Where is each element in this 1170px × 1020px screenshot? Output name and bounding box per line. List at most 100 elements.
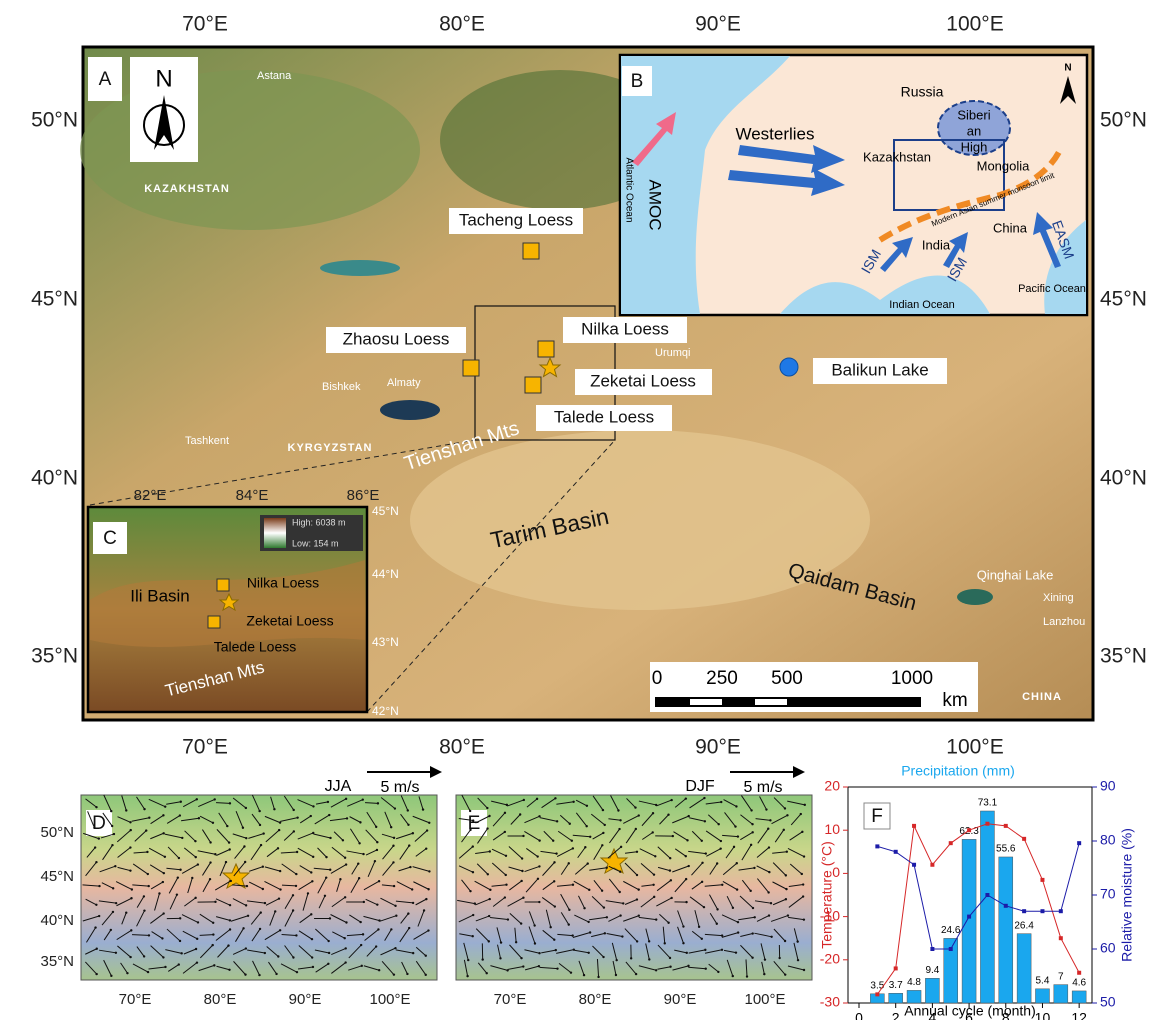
wind-head <box>98 915 100 917</box>
wind-head <box>568 909 570 911</box>
wind-head <box>329 917 331 919</box>
wind-head <box>638 814 640 816</box>
wind-head <box>732 975 734 977</box>
bar <box>980 811 994 1003</box>
lon-label: 90°E <box>695 13 741 36</box>
site-marker <box>463 360 479 376</box>
wind-head <box>162 814 164 816</box>
wind-head <box>112 887 114 889</box>
wind-head <box>537 878 539 880</box>
wind-head <box>228 969 230 971</box>
ocean-label: Pacific Ocean <box>1018 283 1086 295</box>
wind-head <box>589 836 591 838</box>
wind-head <box>324 895 326 897</box>
wind-head <box>472 845 474 847</box>
wind-head <box>377 928 379 930</box>
wind-head <box>555 852 557 854</box>
wind-head <box>344 961 346 963</box>
wind-head <box>262 865 264 867</box>
wind-head <box>273 808 275 810</box>
lon-label: 90°E <box>289 991 322 1008</box>
wind-head <box>310 913 312 915</box>
point <box>1077 971 1081 975</box>
wind-head <box>164 805 166 807</box>
lake <box>957 589 993 605</box>
lat-label: 43°N <box>372 635 399 649</box>
point <box>1022 909 1026 913</box>
wind-head <box>630 957 632 959</box>
wind-head <box>260 911 262 913</box>
lat-label: 45°N <box>372 504 399 518</box>
wind-head <box>111 825 113 827</box>
scale-tick: 250 <box>706 668 738 689</box>
wind-head <box>145 829 147 831</box>
wind-head <box>407 809 409 811</box>
wind-head <box>767 827 769 829</box>
wind-head <box>556 967 558 969</box>
wind-head <box>427 929 429 931</box>
x-tick-label: 12 <box>1071 1010 1087 1020</box>
wind-head <box>244 861 246 863</box>
x-tick-label: 4 <box>928 1010 936 1020</box>
wind-head <box>704 949 706 951</box>
region-label: Ili Basin <box>130 586 190 605</box>
wind-head <box>648 940 650 942</box>
data-label: 73.1 <box>978 798 998 809</box>
wind-head <box>619 891 621 893</box>
point <box>912 863 916 867</box>
x-tick-label: 8 <box>1002 1010 1010 1020</box>
legend-label: Low: 154 m <box>292 538 339 548</box>
y2-tick-label: 70 <box>1100 886 1116 902</box>
wind-head <box>504 896 506 898</box>
wind-head <box>763 973 765 975</box>
wind-head <box>520 880 522 882</box>
wind-head <box>472 914 474 916</box>
bar <box>1017 934 1031 1003</box>
wind-head <box>229 904 231 906</box>
wind-head <box>95 806 97 808</box>
wind-head <box>328 814 330 816</box>
wind-head <box>426 829 428 831</box>
country: KYRGYZSTAN <box>288 442 373 454</box>
wind-head <box>345 921 347 923</box>
wind-head <box>488 815 490 817</box>
bar <box>907 990 921 1003</box>
wind-head <box>129 956 131 958</box>
wind-head <box>536 855 538 857</box>
y2-tick-label: 60 <box>1100 940 1116 956</box>
wind-head <box>664 942 666 944</box>
wind-head <box>538 865 540 867</box>
wind-head <box>390 826 392 828</box>
wind-head <box>180 801 182 803</box>
wind-head <box>242 827 244 829</box>
wind-head <box>606 916 608 918</box>
wind-head <box>601 889 603 891</box>
wind-head <box>672 835 674 837</box>
wind-head <box>246 885 248 887</box>
wind-head <box>262 888 264 890</box>
point <box>1004 904 1008 908</box>
data-label: 26.4 <box>1014 920 1034 931</box>
wind-head <box>212 933 214 935</box>
point <box>894 850 898 854</box>
wind-head <box>126 972 128 974</box>
lake <box>380 400 440 420</box>
wind-head <box>111 844 113 846</box>
wind-head <box>521 870 523 872</box>
wind-head <box>259 824 261 826</box>
wind-head <box>406 973 408 975</box>
wind-head <box>243 845 245 847</box>
wind-head <box>358 877 360 879</box>
site-label: Balikun Lake <box>831 360 928 379</box>
wind-head <box>359 821 361 823</box>
wind-head <box>796 940 798 942</box>
wind-head <box>408 844 410 846</box>
wind-head <box>615 974 617 976</box>
wind-head <box>179 917 181 919</box>
wind-head <box>685 901 687 903</box>
scale-label: 5 m/s <box>743 779 782 796</box>
wind-head <box>669 966 671 968</box>
wind-head <box>95 904 97 906</box>
wind-head <box>247 915 249 917</box>
wind-head <box>467 959 469 961</box>
